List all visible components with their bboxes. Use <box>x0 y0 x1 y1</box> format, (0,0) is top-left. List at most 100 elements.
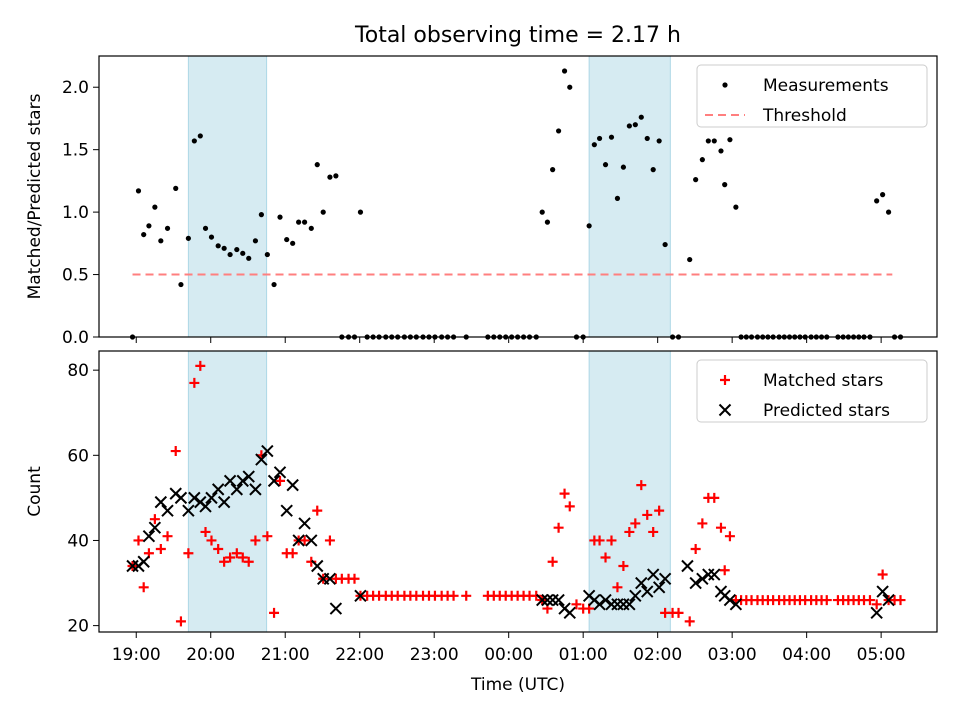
data-point <box>626 123 632 129</box>
data-point <box>571 599 582 610</box>
data-point <box>320 209 326 215</box>
data-point <box>702 568 715 581</box>
data-point <box>237 552 248 563</box>
data-point <box>722 182 728 188</box>
data-point <box>354 589 367 603</box>
legend: Matched stars Predicted stars <box>696 359 928 423</box>
data-point <box>876 585 889 598</box>
shaded-interval <box>187 350 268 633</box>
data-point <box>308 225 314 231</box>
data-point <box>693 177 699 183</box>
data-point <box>724 531 735 542</box>
data-point <box>305 534 318 547</box>
data-point <box>632 122 638 128</box>
data-point <box>586 223 592 229</box>
y-tick-label: 80 <box>67 361 89 381</box>
data-point <box>329 602 343 615</box>
data-point <box>135 188 142 194</box>
data-point <box>648 526 659 537</box>
shaded-interval <box>588 350 671 633</box>
data-point <box>718 148 724 154</box>
data-point <box>314 162 320 168</box>
data-point <box>531 590 542 601</box>
data-point <box>296 219 302 225</box>
data-point <box>550 167 556 173</box>
data-point <box>620 164 627 170</box>
legend-label: Predicted stars <box>763 401 890 421</box>
data-point <box>133 535 144 546</box>
data-point <box>323 572 337 585</box>
data-point <box>146 223 152 229</box>
data-point <box>539 209 545 215</box>
data-point <box>230 483 244 496</box>
data-point <box>629 589 642 603</box>
x-tick-label: 22:00 <box>335 645 384 665</box>
data-point <box>880 192 886 198</box>
data-point <box>594 535 605 546</box>
x-tick-label: 00:00 <box>484 645 533 665</box>
data-point <box>162 531 173 542</box>
y-tick-label: 2.0 <box>62 78 89 98</box>
data-point <box>243 556 254 567</box>
data-point <box>213 543 224 554</box>
legend-label: Threshold <box>762 106 847 126</box>
x-axis-label: Time (UTC) <box>470 675 565 695</box>
data-point <box>227 251 233 258</box>
data-point <box>183 548 194 559</box>
data-point <box>158 238 164 244</box>
y-tick-label: 0.5 <box>62 266 89 286</box>
data-point <box>152 204 158 210</box>
data-point <box>138 582 149 593</box>
data-point <box>208 234 215 240</box>
data-point <box>708 568 721 581</box>
data-point <box>656 138 662 144</box>
x-tick-label: 01:00 <box>559 645 608 665</box>
data-point <box>681 559 694 573</box>
data-point <box>641 585 654 598</box>
data-point <box>280 504 293 517</box>
data-point <box>544 219 551 225</box>
data-point <box>221 245 227 251</box>
data-point <box>729 598 743 611</box>
data-point <box>311 559 324 573</box>
data-point <box>642 509 653 520</box>
legend: Measurements Threshold <box>696 64 928 128</box>
data-point <box>602 162 609 168</box>
data-point <box>689 576 702 590</box>
data-point <box>299 535 310 546</box>
data-point <box>636 480 647 491</box>
data-point <box>264 251 270 258</box>
data-point <box>164 225 171 231</box>
data-point <box>261 444 274 458</box>
data-point <box>306 556 317 567</box>
legend-marker <box>722 82 728 88</box>
y-tick-label: 1.0 <box>62 203 89 223</box>
data-point <box>242 470 255 483</box>
data-point <box>170 446 181 457</box>
data-point <box>596 135 603 142</box>
data-point <box>646 568 660 581</box>
data-point <box>606 535 617 546</box>
data-point <box>178 281 184 288</box>
data-point <box>174 491 188 505</box>
data-point <box>154 495 168 509</box>
data-point <box>223 474 237 488</box>
y-tick-label: 60 <box>67 446 89 466</box>
data-point <box>699 157 705 163</box>
y-axis-label: Matched/Predicted stars <box>25 93 45 299</box>
data-point <box>705 138 711 144</box>
data-point <box>312 505 323 516</box>
data-point <box>461 590 472 601</box>
data-point <box>195 360 206 371</box>
legend-label: Matched stars <box>763 371 883 391</box>
x-tick-label: 20:00 <box>186 645 235 665</box>
x-tick-label: 23:00 <box>410 645 459 665</box>
data-point <box>871 599 882 610</box>
data-point <box>211 483 225 496</box>
data-point <box>687 256 693 263</box>
data-point <box>612 582 623 593</box>
x-tick-label: 21:00 <box>261 645 310 665</box>
legend-marker <box>718 403 732 417</box>
x-tick-label: 19:00 <box>112 645 161 665</box>
